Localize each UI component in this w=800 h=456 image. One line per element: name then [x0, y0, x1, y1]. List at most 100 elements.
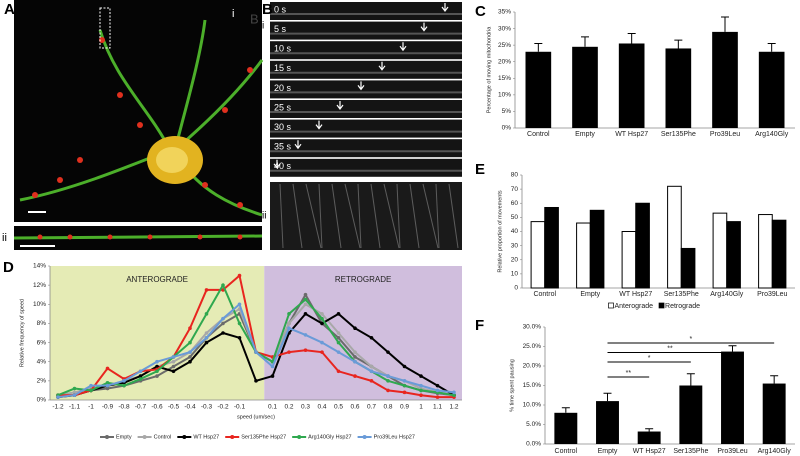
bar: [679, 385, 703, 444]
y-axis-label: % time spent pausing: [509, 359, 515, 412]
point: [254, 350, 258, 354]
panel-label: A: [4, 1, 15, 18]
sublabel: ii: [262, 211, 266, 222]
x-tick-label: Ser135Phe: [661, 131, 696, 138]
x-tick-label: -0.6: [151, 404, 163, 411]
point: [287, 312, 291, 316]
mitochondrion: [202, 182, 208, 188]
point: [353, 374, 357, 378]
point: [188, 326, 192, 331]
kymo-streak: [318, 183, 323, 249]
point: [105, 366, 110, 371]
kymo-streak: [448, 183, 459, 249]
y-tick-label: 25.0%: [523, 343, 542, 350]
point: [435, 388, 440, 393]
x-tick-label: Control: [527, 131, 550, 138]
kymograph-frame: [270, 100, 462, 118]
point: [270, 374, 275, 378]
point: [171, 369, 176, 374]
point: [386, 374, 390, 378]
point: [402, 390, 407, 395]
annotation: ANTEROGRADE: [126, 275, 188, 284]
point: [303, 302, 308, 307]
x-tick-label: -0.7: [135, 404, 147, 411]
bar: [572, 46, 598, 128]
point: [204, 331, 209, 335]
point: [188, 340, 192, 345]
panel-label: D: [3, 259, 14, 276]
point: [122, 383, 126, 388]
mitochondrion: [107, 234, 113, 240]
point: [171, 359, 176, 364]
x-tick-label: 1: [419, 404, 423, 411]
x-tick-label: -0.5: [168, 404, 180, 411]
point: [105, 386, 110, 391]
error-bar: [645, 428, 654, 432]
y-tick-label: 30: [511, 242, 519, 249]
point: [72, 393, 77, 398]
legend-label: Control: [154, 434, 172, 440]
x-tick-label: WT Hsp27: [633, 448, 666, 455]
bar: [771, 219, 787, 289]
point: [138, 374, 143, 378]
bar: [576, 222, 591, 289]
bar: [762, 383, 786, 444]
point: [452, 390, 456, 395]
x-tick-label: 0.8: [383, 404, 392, 411]
y-axis-label: Relative frequency of speed: [19, 299, 25, 367]
point: [89, 388, 93, 393]
arrow: [273, 159, 281, 169]
error-bar: [603, 392, 612, 402]
y-tick-label: 15.0%: [523, 382, 542, 389]
point: [188, 355, 192, 359]
point: [320, 312, 324, 316]
arrow: [420, 22, 428, 32]
y-tick-label: 70: [511, 186, 519, 193]
y-tick-label: 35%: [498, 9, 511, 16]
point: [336, 312, 341, 316]
point: [204, 312, 209, 316]
point: [105, 380, 110, 385]
arrow: [441, 3, 449, 12]
arrow: [294, 140, 302, 150]
point: [402, 379, 407, 383]
point: [369, 364, 374, 369]
y-tick-label: 14%: [33, 263, 46, 270]
y-tick-label: 80: [511, 172, 519, 179]
point: [303, 312, 308, 316]
point: [155, 364, 159, 369]
mitochondrion: [77, 157, 83, 163]
x-tick-label: Empty: [575, 131, 595, 138]
legend-label: WT Hsp27: [193, 434, 219, 440]
arrow: [315, 120, 323, 130]
y-tick-label: 10%: [498, 92, 511, 99]
kymo-streak: [292, 183, 303, 249]
y-tick-label: 5%: [502, 108, 512, 115]
point: [221, 321, 225, 326]
point: [204, 340, 209, 345]
kymo-streak: [383, 183, 400, 249]
point: [336, 331, 341, 335]
kymograph-frame: [270, 41, 462, 60]
micrograph: [14, 0, 262, 222]
point: [336, 340, 341, 345]
point: [138, 377, 143, 381]
arrow: [378, 61, 386, 71]
y-tick-label: 0: [514, 285, 518, 292]
x-tick-label: 0.6: [350, 404, 359, 411]
point: [237, 321, 242, 326]
y-tick-label: 0%: [502, 125, 512, 132]
y-tick-label: 50: [511, 214, 519, 221]
kymograph-frame: [270, 80, 462, 99]
point: [221, 331, 225, 335]
y-tick-label: 8%: [37, 320, 47, 327]
point: [452, 393, 456, 398]
kymo-streak: [305, 183, 322, 249]
mitochondrion: [67, 234, 73, 240]
legend-label: Arg140Gly Hsp27: [308, 434, 351, 440]
point: [402, 383, 407, 388]
point: [320, 340, 324, 345]
point: [353, 355, 357, 359]
point: [419, 388, 423, 393]
kymograph-frame: [270, 119, 462, 138]
